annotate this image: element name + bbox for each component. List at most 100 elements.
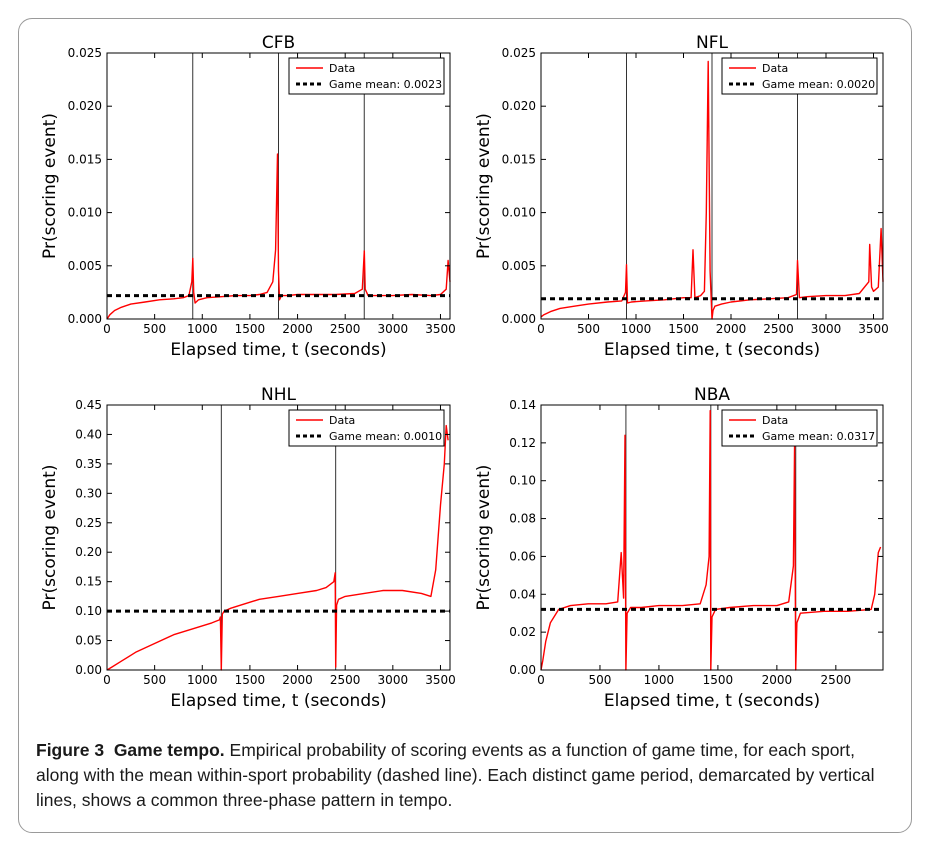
y-tick-label: 0.45 — [75, 398, 102, 412]
y-tick-label: 0.005 — [502, 259, 536, 273]
x-tick-label: 3000 — [811, 322, 842, 336]
x-tick-label: 2000 — [282, 673, 313, 687]
x-tick-label: 2500 — [330, 322, 361, 336]
data-series-line — [540, 410, 882, 671]
x-tick-label: 500 — [577, 322, 600, 336]
y-tick-label: 0.35 — [75, 457, 102, 471]
x-tick-label: 2000 — [716, 322, 747, 336]
data-series-line — [106, 153, 451, 320]
y-tick-label: 0.20 — [75, 545, 102, 559]
y-tick-label: 0.14 — [509, 398, 536, 412]
x-tick-label: 2500 — [821, 673, 852, 687]
figure-frame — [18, 18, 912, 833]
x-tick-label: 3000 — [378, 322, 409, 336]
y-tick-label: 0.12 — [509, 436, 536, 450]
legend: Data Game mean: 0.0020 — [721, 57, 878, 95]
plot-area-frame — [540, 404, 884, 671]
x-tick-label: 3500 — [425, 673, 456, 687]
y-tick-label: 0.06 — [509, 549, 536, 563]
legend-mean-label: Game mean: 0.0020 — [762, 78, 875, 91]
x-tick-label: 500 — [143, 673, 166, 687]
x-tick-label: 3500 — [858, 322, 889, 336]
y-tick-label: 0.05 — [75, 634, 102, 648]
x-tick-label: 0 — [537, 673, 545, 687]
x-tick-label: 1500 — [703, 673, 734, 687]
y-tick-label: 0.00 — [75, 663, 102, 677]
y-tick-label: 0.00 — [509, 663, 536, 677]
chart-title: NFL — [696, 33, 728, 53]
y-tick-label: 0.02 — [509, 625, 536, 639]
legend-data-label: Data — [329, 414, 355, 427]
chart-panel-nba: 0 500 1000 1500 2000 2500 0.00 0.02 0.04 0.06 0.08… — [474, 385, 884, 711]
x-axis-label: Elapsed time, t (seconds) — [604, 691, 820, 711]
y-tick-label: 0.015 — [502, 152, 536, 166]
x-tick-label: 1000 — [187, 322, 218, 336]
legend-box — [288, 409, 445, 447]
x-axis-label: Elapsed time, t (seconds) — [170, 340, 386, 360]
x-tick-label: 1500 — [235, 673, 266, 687]
y-tick-label: 0.30 — [75, 486, 102, 500]
x-axis-label: Elapsed time, t (seconds) — [170, 691, 386, 711]
chart-title: CFB — [262, 33, 295, 53]
caption-label: Figure 3 — [36, 740, 105, 760]
legend: Data Game mean: 0.0317 — [721, 409, 878, 447]
y-tick-label: 0.005 — [68, 259, 102, 273]
x-tick-label: 500 — [589, 673, 612, 687]
legend: Data Game mean: 0.0010 — [288, 409, 445, 447]
x-tick-label: 2500 — [763, 322, 794, 336]
x-tick-label: 0 — [103, 322, 111, 336]
y-tick-label: 0.15 — [75, 575, 102, 589]
y-tick-label: 0.08 — [509, 512, 536, 526]
legend-box — [721, 57, 878, 95]
x-tick-label: 1000 — [187, 673, 218, 687]
y-axis-label: Pr(scoring event) — [40, 465, 60, 611]
x-tick-label: 1000 — [644, 673, 675, 687]
y-tick-label: 0.020 — [68, 99, 102, 113]
legend-mean-label: Game mean: 0.0010 — [329, 430, 442, 443]
y-tick-label: 0.010 — [502, 206, 536, 220]
y-tick-label: 0.10 — [75, 604, 102, 618]
figure-caption: Figure 3 Game tempo. Empirical probabili… — [36, 738, 902, 813]
legend-mean-label: Game mean: 0.0023 — [329, 78, 442, 91]
x-tick-label: 500 — [143, 322, 166, 336]
y-tick-label: 0.10 — [509, 474, 536, 488]
y-tick-label: 0.025 — [68, 46, 102, 60]
legend-data-label: Data — [762, 62, 788, 75]
x-tick-label: 0 — [103, 673, 111, 687]
x-axis-label: Elapsed time, t (seconds) — [604, 340, 820, 360]
x-tick-label: 1500 — [668, 322, 699, 336]
figure-charts: 0 500 1000 1500 2000 2500 3000 35000.0000.0050.… — [40, 33, 889, 711]
legend-box — [288, 57, 445, 95]
y-tick-label: 0.025 — [502, 46, 536, 60]
data-series-line — [106, 424, 449, 671]
y-tick-label: 0.25 — [75, 516, 102, 530]
x-tick-label: 2000 — [762, 673, 793, 687]
plot-area-frame — [540, 52, 884, 320]
legend-data-label: Data — [329, 62, 355, 75]
y-tick-label: 0.000 — [68, 312, 102, 326]
x-tick-label: 3500 — [425, 322, 456, 336]
y-tick-label: 0.020 — [502, 99, 536, 113]
caption-title: Game tempo. — [113, 740, 225, 760]
x-tick-label: 2000 — [282, 322, 313, 336]
y-axis-label: Pr(scoring event) — [474, 465, 494, 611]
y-tick-label: 0.04 — [509, 587, 536, 601]
legend: Data Game mean: 0.0023 — [288, 57, 445, 95]
plot-area-frame — [106, 52, 451, 320]
plot-area-frame — [106, 404, 451, 671]
chart-title: NHL — [261, 385, 297, 405]
x-tick-label: 1500 — [235, 322, 266, 336]
x-tick-label: 3000 — [378, 673, 409, 687]
x-tick-label: 0 — [537, 322, 545, 336]
y-tick-label: 0.010 — [68, 206, 102, 220]
y-tick-label: 0.40 — [75, 427, 102, 441]
chart-panel-nhl: 0 500 1000 1500 2000 2500 3000 3500 0.00 0.05 0.10… — [40, 385, 456, 711]
x-tick-label: 2500 — [330, 673, 361, 687]
y-axis-label: Pr(scoring event) — [40, 113, 60, 259]
chart-panel-nfl: 0 500 1000 1500 2000 2500 3000 3500 0.000 0.005 0.… — [474, 33, 889, 360]
legend-box — [721, 409, 878, 447]
y-tick-label: 0.000 — [502, 312, 536, 326]
y-axis-label: Pr(scoring event) — [474, 113, 494, 259]
x-tick-label: 1000 — [621, 322, 652, 336]
chart-title: NBA — [694, 385, 730, 405]
